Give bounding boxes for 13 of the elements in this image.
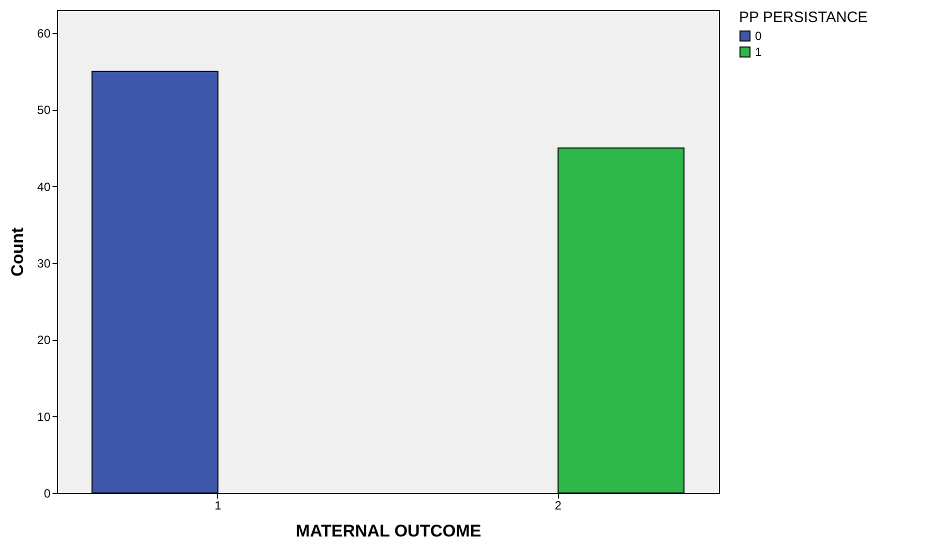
y-axis-title: Count (8, 227, 28, 277)
x-axis-title: MATERNAL OUTCOME (296, 522, 482, 540)
y-tick-label: 30 (37, 256, 51, 270)
legend-title: PP PERSISTANCE (739, 9, 868, 26)
y-tick-label: 20 (37, 333, 51, 348)
y-tick-label: 50 (37, 103, 51, 118)
y-tick-label: 40 (37, 180, 51, 194)
legend-label: 1 (755, 45, 762, 59)
y-tick-label: 0 (44, 486, 51, 500)
y-tick-label: 10 (37, 410, 51, 424)
y-tick-label: 60 (37, 26, 51, 40)
x-tick-label: 2 (554, 498, 562, 512)
legend-label: 0 (755, 29, 762, 43)
